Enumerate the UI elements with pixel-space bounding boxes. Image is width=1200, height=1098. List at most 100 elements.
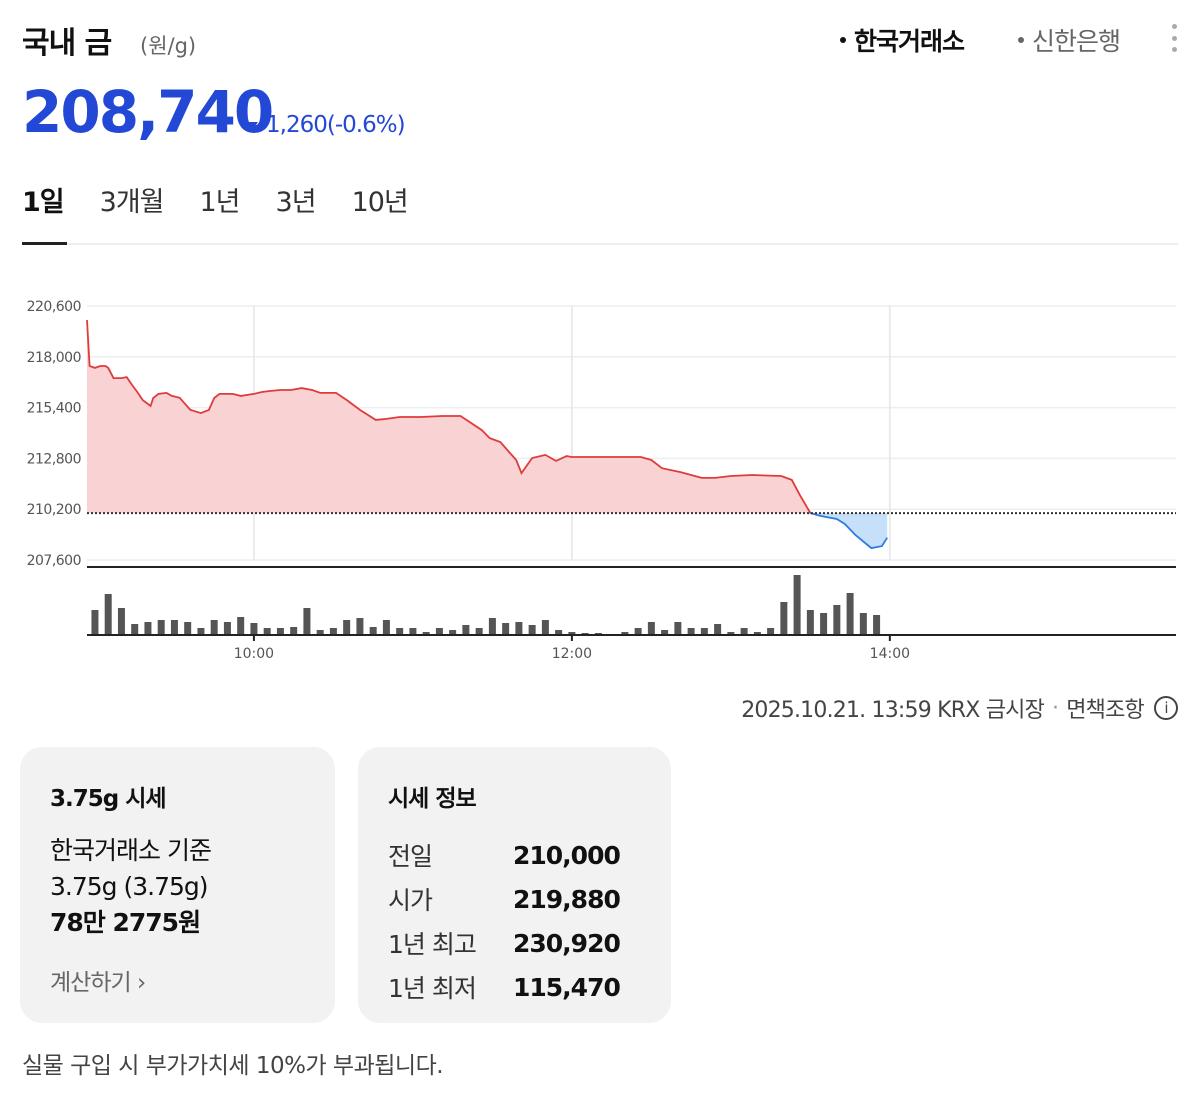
volume-bar: [210, 620, 218, 635]
unit-label: (원/g): [140, 34, 197, 58]
volume-bars: [91, 575, 881, 635]
info-value: 115,470: [513, 972, 621, 1002]
weight-text: 3.75g (3.75g): [50, 872, 209, 901]
source-label: 한국거래소: [854, 27, 965, 56]
price-area: [86, 320, 1176, 550]
amount-text: 78만 2775원: [50, 908, 201, 937]
separator-dot: ·: [1052, 695, 1059, 721]
more-options-icon[interactable]: [1168, 24, 1180, 52]
price-chart[interactable]: 220,600 218,000 215,400 212,800 210,200 207,6…: [0, 280, 1200, 670]
volume-bar: [634, 628, 642, 635]
volume-bar: [859, 613, 867, 635]
volume-bar: [223, 622, 231, 635]
source-tab-shinhan[interactable]: 신한은행: [1018, 22, 1121, 58]
change-percent: (-0.6%): [326, 112, 406, 138]
volume-bar: [276, 628, 284, 635]
source-tab-krx[interactable]: 한국거래소: [840, 22, 965, 58]
volume-bar: [502, 623, 510, 635]
current-price: 208,740: [22, 78, 274, 146]
volume-bar: [409, 628, 417, 635]
volume-bar: [369, 627, 377, 635]
volume-bar: [833, 605, 841, 635]
volume-bar: [661, 630, 669, 635]
tab-1y[interactable]: 1년: [199, 187, 241, 218]
volume-bar: [753, 632, 761, 635]
y-axis: 220,600 218,000 215,400 212,800 210,200 207,6…: [27, 299, 82, 569]
x-axis: 10:00 12:00 14:00: [87, 566, 1176, 662]
y-tick-label: 212,800: [27, 451, 81, 467]
y-tick-label: 215,400: [27, 401, 81, 417]
down-triangle-icon: [248, 121, 258, 129]
volume-bar: [780, 602, 788, 635]
period-tabs: 1일 3개월 1년 3년 10년: [22, 180, 444, 219]
card-title: 3.75g 시세: [50, 786, 167, 812]
volume-bar: [541, 620, 549, 635]
volume-bar: [237, 617, 245, 635]
tab-divider: [22, 243, 1178, 245]
basis-text: 한국거래소 기준: [50, 836, 212, 865]
y-tick-label: 207,600: [27, 553, 81, 569]
volume-bar: [740, 628, 748, 635]
volume-bar: [674, 622, 682, 635]
bullet-icon: [840, 37, 846, 43]
volume-bar: [449, 630, 457, 635]
tab-3y[interactable]: 3년: [275, 187, 317, 218]
volume-bar: [687, 628, 695, 635]
price-change: 1,260 (-0.6%): [248, 112, 406, 138]
volume-bar: [528, 625, 536, 635]
volume-bar: [846, 593, 854, 635]
volume-bar: [621, 632, 629, 635]
volume-bar: [104, 594, 112, 635]
disclaimer-link[interactable]: 면책조항: [1066, 698, 1145, 723]
volume-bar: [767, 628, 775, 635]
volume-bar: [700, 628, 708, 635]
page-title: 국내 금: [22, 26, 112, 61]
y-tick-label: 210,200: [27, 502, 81, 518]
volume-bar: [806, 610, 814, 635]
source-label: 신한은행: [1032, 27, 1121, 56]
volume-bar: [555, 630, 563, 635]
volume-bar: [117, 608, 125, 635]
volume-bar: [184, 622, 192, 635]
volume-bar: [316, 630, 324, 635]
volume-bar: [475, 628, 483, 635]
volume-bar: [356, 618, 364, 635]
x-tick-label: 14:00: [870, 646, 910, 662]
volume-bar: [91, 610, 99, 635]
volume-bar: [435, 628, 443, 635]
card-title: 시세 정보: [388, 786, 477, 812]
tab-1d[interactable]: 1일: [22, 187, 65, 218]
volume-bar: [873, 615, 881, 635]
info-row-52w-high: 1년 최고 230,920: [388, 921, 641, 965]
volume-bar: [820, 613, 828, 635]
volume-bar: [197, 628, 205, 635]
y-tick-label: 218,000: [27, 350, 81, 366]
volume-bar: [157, 620, 165, 635]
tab-3m[interactable]: 3개월: [99, 187, 165, 218]
timestamp-text: 2025.10.21. 13:59 KRX 금시장: [741, 698, 1045, 723]
info-value: 230,920: [513, 928, 621, 958]
info-row-open: 시가 219,880: [388, 877, 641, 921]
volume-bar: [647, 622, 655, 635]
volume-bar: [343, 620, 351, 635]
calculate-label: 계산하기: [50, 970, 132, 996]
tab-10y[interactable]: 10년: [351, 187, 409, 218]
info-label: 전일: [388, 842, 433, 871]
volume-bar: [170, 620, 178, 635]
volume-bar: [727, 632, 735, 635]
info-label: 시가: [388, 886, 433, 915]
volume-bar: [515, 622, 523, 635]
info-label: 1년 최고: [388, 930, 477, 959]
info-row-prev-close: 전일 210,000: [388, 833, 641, 877]
active-tab-indicator: [22, 242, 67, 245]
info-circle-icon[interactable]: i: [1154, 696, 1178, 720]
volume-bar: [263, 628, 271, 635]
x-tick-label: 12:00: [552, 646, 592, 662]
info-label: 1년 최저: [388, 974, 477, 1003]
calculate-link[interactable]: 계산하기 ›: [50, 963, 146, 997]
volume-bar: [714, 624, 722, 635]
volume-bar: [131, 624, 139, 635]
x-tick-label: 10:00: [234, 646, 274, 662]
volume-bar: [329, 628, 337, 635]
volume-bar: [462, 625, 470, 635]
